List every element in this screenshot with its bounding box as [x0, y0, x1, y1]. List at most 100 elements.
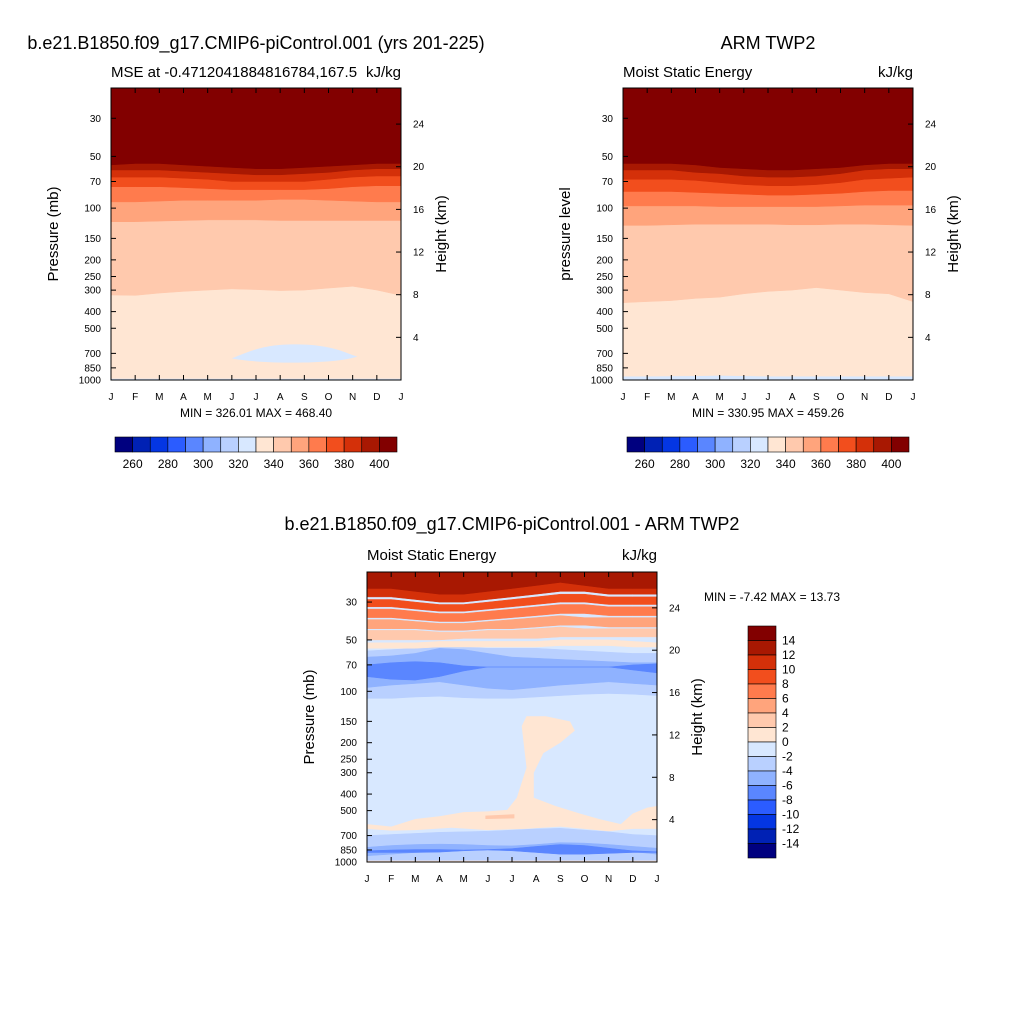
colorbar-swatch — [167, 436, 186, 453]
y-right-tick-label: 16 — [925, 205, 937, 216]
contour-patch-1 — [485, 814, 515, 819]
x-tick-label: M — [411, 874, 419, 885]
y-tick-label: 500 — [596, 324, 613, 335]
chart-panel-0: J F M A M J J A S O N D J 30 50 70 100 150 200 250 300 400 500… — [27, 33, 484, 471]
colorbar-label: 320 — [228, 457, 248, 471]
colorbar-swatch — [308, 436, 327, 453]
chart-subtitle-left: Moist Static Energy — [623, 64, 753, 81]
contour-band-4 — [367, 626, 657, 641]
y-tick-label: 1000 — [79, 376, 102, 387]
x-tick-label: A — [789, 392, 796, 403]
colorbar-swatch — [326, 436, 345, 453]
colorbar-swatch — [767, 436, 786, 453]
colorbar-swatch — [361, 436, 380, 453]
contour-band-7 — [367, 593, 657, 612]
colorbar-label: 12 — [782, 648, 796, 662]
x-tick-label: N — [861, 392, 868, 403]
contour-blob — [231, 344, 358, 363]
chart-subtitle-right: kJ/kg — [622, 547, 657, 564]
colorbar-swatch — [379, 436, 398, 453]
colorbar-label: 300 — [193, 457, 213, 471]
stats-label: MIN = 326.01 MAX = 468.40 — [180, 406, 332, 420]
y-right-tick-label: 12 — [413, 248, 425, 259]
y-tick-label: 150 — [596, 234, 613, 245]
colorbar-swatch — [820, 436, 839, 453]
colorbar-label: 2 — [782, 721, 789, 735]
colorbar-label: -4 — [782, 764, 793, 778]
x-tick-label: M — [715, 392, 723, 403]
y-right-tick-label: 4 — [669, 815, 675, 826]
y-tick-label: 50 — [90, 152, 102, 163]
y-tick-label: 400 — [340, 790, 357, 801]
colorbar-swatch — [747, 712, 777, 728]
y-axis-label: pressure level — [557, 187, 574, 280]
chart-panel-1: J F M A M J J A S O N D J 30 50 70 100 150 200 250 300 400 500… — [557, 33, 962, 471]
colorbar-label: 300 — [705, 457, 725, 471]
x-tick-label: J — [399, 392, 404, 403]
y-tick-label: 700 — [596, 349, 613, 360]
colorbar-label: -8 — [782, 793, 793, 807]
y-right-tick-label: 24 — [669, 603, 681, 614]
colorbar-label: -2 — [782, 750, 793, 764]
colorbar-swatch — [747, 640, 777, 656]
colorbar-swatch — [747, 698, 777, 714]
x-tick-label: F — [388, 874, 394, 885]
x-tick-label: A — [180, 392, 187, 403]
colorbar-label: 14 — [782, 634, 796, 648]
colorbar-swatch — [679, 436, 698, 453]
y-tick-label: 100 — [596, 204, 613, 215]
x-tick-label: M — [203, 392, 211, 403]
colorbar-swatch — [747, 727, 777, 743]
y-tick-label: 300 — [340, 768, 357, 779]
x-tick-label: J — [365, 874, 370, 885]
colorbar-swatch — [855, 436, 875, 453]
colorbar-label: -10 — [782, 808, 800, 822]
chart-subtitle-left: MSE at -0.4712041884816784,167.5 — [111, 64, 357, 81]
colorbar-label: -6 — [782, 779, 793, 793]
chart-subtitle-left: Moist Static Energy — [367, 547, 497, 564]
colorbar-label: 380 — [334, 457, 354, 471]
colorbar-label: 360 — [811, 457, 831, 471]
colorbar-label: 280 — [670, 457, 690, 471]
colorbar-swatch — [273, 436, 292, 453]
x-tick-label: J — [254, 392, 259, 403]
y-tick-label: 70 — [90, 177, 102, 188]
contour-band-6 — [367, 604, 657, 622]
contour-patch-0 — [367, 716, 657, 832]
chart-title: ARM TWP2 — [721, 33, 816, 53]
contour-fill-400 — [111, 88, 401, 169]
y-right-tick-label: 12 — [669, 730, 681, 741]
y-tick-label: 30 — [90, 114, 102, 125]
x-tick-label: O — [325, 392, 333, 403]
colorbar-label: 8 — [782, 677, 789, 691]
y-axis-label: Pressure (mb) — [301, 669, 318, 764]
y-axis-label-right: Height (km) — [433, 195, 450, 273]
y-right-tick-label: 16 — [413, 205, 425, 216]
colorbar-swatch — [185, 436, 204, 453]
y-right-tick-label: 8 — [925, 290, 931, 301]
x-tick-label: D — [373, 392, 380, 403]
contour-band-12 — [367, 844, 657, 855]
colorbar-swatch — [747, 683, 777, 699]
x-tick-label: O — [581, 874, 589, 885]
contour-band-9 — [367, 572, 657, 595]
colorbar-swatch — [747, 814, 777, 830]
chart-title: b.e21.B1850.f09_g17.CMIP6-piControl.001 … — [27, 33, 484, 54]
plot-area — [367, 572, 657, 862]
colorbar-label: 320 — [740, 457, 760, 471]
colorbar-label: -14 — [782, 837, 800, 851]
colorbar-swatch — [343, 436, 363, 453]
colorbar-swatch — [714, 436, 734, 453]
plot-area — [623, 88, 913, 380]
x-tick-label: S — [813, 392, 820, 403]
x-tick-label: A — [436, 874, 443, 885]
y-right-tick-label: 16 — [669, 688, 681, 699]
y-axis-label-right: Height (km) — [689, 678, 706, 756]
colorbar: 260 280 300 320 340 360 380 400 — [626, 436, 910, 471]
colorbar-label: 10 — [782, 663, 796, 677]
y-axis-label-right: Height (km) — [945, 195, 962, 273]
colorbar-swatch — [747, 756, 777, 772]
colorbar-label: 340 — [264, 457, 284, 471]
